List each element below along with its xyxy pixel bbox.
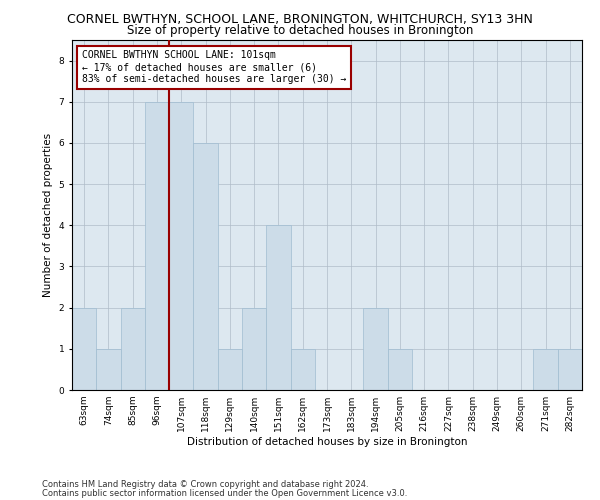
Bar [96,349,121,390]
Bar [290,349,315,390]
Text: CORNEL BWTHYN SCHOOL LANE: 101sqm
← 17% of detached houses are smaller (6)
83% o: CORNEL BWTHYN SCHOOL LANE: 101sqm ← 17% … [82,50,347,84]
Bar [388,349,412,390]
Bar [193,143,218,390]
X-axis label: Distribution of detached houses by size in Bronington: Distribution of detached houses by size … [187,437,467,447]
Bar [558,349,582,390]
Bar [218,349,242,390]
Bar [72,308,96,390]
Bar [364,308,388,390]
Bar [121,308,145,390]
Bar [242,308,266,390]
Text: CORNEL BWTHYN, SCHOOL LANE, BRONINGTON, WHITCHURCH, SY13 3HN: CORNEL BWTHYN, SCHOOL LANE, BRONINGTON, … [67,12,533,26]
Bar [266,226,290,390]
Bar [145,102,169,390]
Text: Size of property relative to detached houses in Bronington: Size of property relative to detached ho… [127,24,473,37]
Text: Contains public sector information licensed under the Open Government Licence v3: Contains public sector information licen… [42,488,407,498]
Y-axis label: Number of detached properties: Number of detached properties [43,133,53,297]
Bar [169,102,193,390]
Bar [533,349,558,390]
Text: Contains HM Land Registry data © Crown copyright and database right 2024.: Contains HM Land Registry data © Crown c… [42,480,368,489]
